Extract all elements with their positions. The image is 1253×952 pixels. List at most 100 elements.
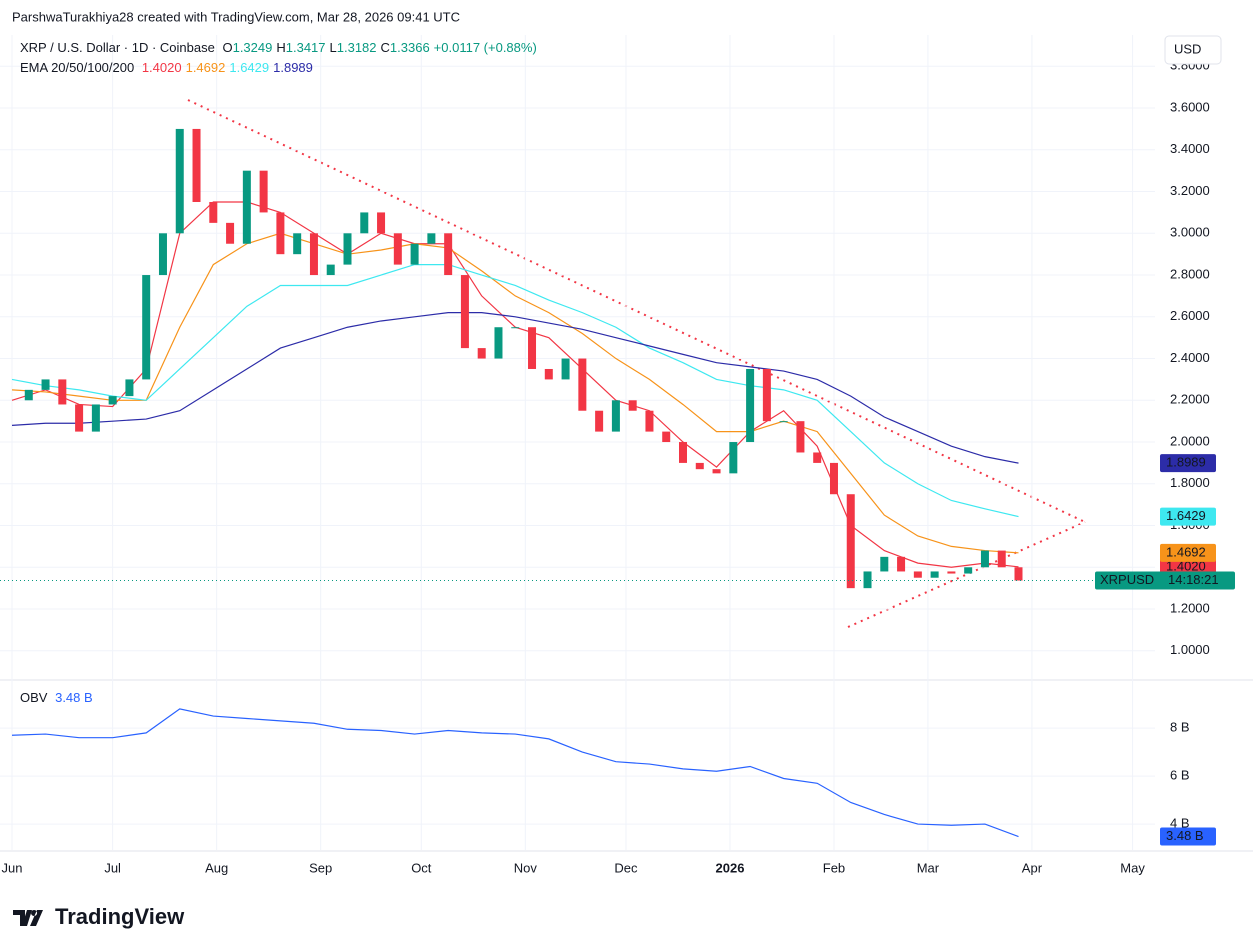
candle-body: [427, 233, 436, 244]
candle-body: [930, 571, 939, 578]
candle-body: [611, 400, 620, 432]
x-tick-label: Mar: [917, 860, 940, 875]
ema-line: [11, 312, 1019, 464]
symbol-title: XRP / U.S. Dollar · 1D · Coinbase: [20, 40, 215, 55]
candle-body: [41, 379, 50, 390]
y-tick-label: 2.2000: [1170, 392, 1210, 407]
ema-line: [11, 264, 1019, 518]
candle-body: [729, 442, 738, 474]
x-tick-label: Oct: [411, 860, 432, 875]
y-tick-label: 1.8000: [1170, 475, 1210, 490]
candle-body: [662, 431, 671, 443]
candle-body: [293, 233, 302, 255]
y-tick-label: 2.8000: [1170, 266, 1210, 281]
candle-body: [460, 275, 469, 349]
y-tick-label: 8 B: [1170, 720, 1190, 735]
candle-body: [997, 550, 1006, 568]
symbol-badge: XRPUSD: [1100, 572, 1154, 587]
candle-body: [796, 421, 805, 453]
ema-badge: [1160, 454, 1216, 473]
candle-body: [58, 379, 67, 405]
candle-body: [695, 462, 704, 470]
candle-body: [142, 275, 151, 380]
candle-body: [578, 358, 587, 411]
ema-value: 1.4020: [141, 60, 182, 75]
candle-body: [158, 233, 167, 276]
y-tick-label: 2.4000: [1170, 350, 1210, 365]
candle-body: [712, 469, 721, 474]
obv-title: OBV: [20, 690, 48, 705]
change: +0.0117 (+0.88%): [433, 40, 537, 55]
candle-body: [192, 128, 201, 202]
obv-badge-label: 3.48 B: [1166, 828, 1204, 843]
candle-body: [762, 368, 771, 422]
ohlc-value: 1.3417: [285, 40, 326, 55]
candle-body: [259, 170, 268, 213]
candle-body: [276, 212, 285, 255]
ohlc-label: L: [329, 40, 337, 55]
candle-body: [628, 400, 637, 411]
legend-main: XRP / U.S. Dollar · 1D · Coinbase O1.324…: [20, 40, 541, 55]
x-tick-label: May: [1120, 860, 1145, 875]
candle-body: [226, 222, 235, 244]
candle-body: [494, 327, 503, 359]
y-tick-label: 1.2000: [1170, 600, 1210, 615]
ema-badge: [1160, 543, 1216, 562]
logo-icon: [13, 910, 43, 926]
x-tick-label: Jul: [104, 860, 121, 875]
ema-line: [11, 232, 1019, 554]
candle-body: [209, 201, 218, 223]
ohlc-label: H: [276, 40, 286, 55]
candle-body: [410, 243, 419, 265]
currency-box[interactable]: [1164, 35, 1222, 65]
trendline-upper: [187, 99, 1086, 523]
x-tick-label: 2026: [716, 860, 745, 875]
brand: TradingView: [55, 904, 185, 929]
ema-badge-label: 1.4020: [1166, 558, 1206, 573]
candle-body: [377, 212, 386, 234]
y-tick-label: 1.0000: [1170, 642, 1210, 657]
legend-ema: EMA 20/50/100/200 1.4020 1.4692 1.6429 1.89…: [20, 60, 317, 75]
x-tick-label: Feb: [823, 860, 845, 875]
candle-body: [779, 421, 788, 423]
candle-body: [863, 571, 872, 589]
countdown: 14:18:21: [1168, 572, 1219, 587]
candle-body: [746, 368, 755, 443]
candle-body: [829, 462, 838, 495]
candle-body: [1014, 567, 1023, 581]
candle-body: [360, 212, 369, 234]
trendline-lower: [847, 521, 1086, 628]
candle-body: [343, 233, 352, 265]
candle-body: [964, 567, 973, 574]
candle-body: [91, 404, 100, 432]
candle-body: [24, 389, 33, 401]
candle-body: [393, 233, 402, 265]
y-tick-label: 3.6000: [1170, 99, 1210, 114]
candle-body: [75, 404, 84, 432]
ohlc-label: O: [222, 40, 233, 55]
candle-body: [846, 494, 855, 589]
candle-body: [242, 170, 251, 244]
ohlc-value: 1.3366: [389, 40, 430, 55]
ema-badge: [1160, 557, 1216, 576]
ema-badge-label: 1.4692: [1166, 544, 1206, 559]
candle-body: [880, 556, 889, 572]
candle-body: [108, 396, 117, 405]
ohlc-value: 1.3182: [336, 40, 377, 55]
candle-body: [309, 233, 318, 276]
y-tick-label: 2.0000: [1170, 433, 1210, 448]
obv-value: 3.48 B: [55, 690, 93, 705]
ema-title: EMA 20/50/100/200: [20, 60, 135, 75]
x-tick-label: Apr: [1022, 860, 1043, 875]
ohlc-value: 1.3249: [232, 40, 273, 55]
candle-body: [913, 571, 922, 578]
ema-value: 1.4692: [185, 60, 226, 75]
x-tick-label: Nov: [514, 860, 538, 875]
grid: [0, 35, 1155, 850]
obv-badge: [1160, 827, 1216, 846]
y-tick-label: 2.6000: [1170, 308, 1210, 323]
x-tick-label: Dec: [614, 860, 638, 875]
candle-body: [561, 358, 570, 380]
obv-line: [11, 708, 1019, 838]
